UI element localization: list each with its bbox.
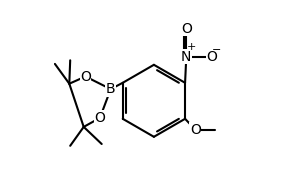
Text: N: N [181, 50, 192, 64]
Text: +: + [187, 42, 196, 52]
Text: O: O [206, 50, 217, 64]
Text: O: O [80, 69, 91, 84]
Text: O: O [94, 111, 105, 125]
Text: O: O [190, 123, 201, 137]
Text: O: O [181, 22, 192, 36]
Text: B: B [106, 82, 115, 96]
Text: −: − [212, 44, 221, 55]
